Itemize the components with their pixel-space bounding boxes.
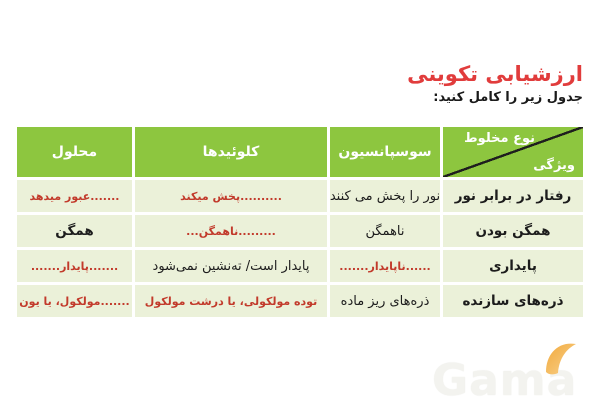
page-subtitle: جدول زیر را کامل کنید: [433, 90, 583, 106]
row-label-stability: پایداری [443, 250, 583, 282]
cell-solution-homogeneity: همگن [17, 215, 132, 247]
cell-suspension-light: نور را پخش می کنند [330, 180, 440, 212]
corner-header-cell: نوع مخلوط ویژگی [443, 127, 583, 177]
gama-watermark: Gama [432, 343, 592, 406]
row-label-light-behavior: رفتار در برابر نور [443, 180, 583, 212]
page-title: ارزشیابی تکوینی [407, 62, 583, 86]
cell-colloid-particles: توده مولکولی، یا درشت مولکول [135, 285, 327, 317]
column-header-colloids: کلوئیدها [135, 127, 327, 177]
cell-solution-particles: .......مولکول، یا یون [17, 285, 132, 317]
cell-colloid-homogeneity: .........ناهمگن... [135, 215, 327, 247]
row-label-homogeneity: همگن بودن [443, 215, 583, 247]
cell-suspension-homogeneity: ناهمگن [330, 215, 440, 247]
cell-colloid-stability: پایدار است/ ته‌نشین نمی‌شود [135, 250, 327, 282]
cell-solution-light: .......عبور میدهد [17, 180, 132, 212]
heading-block: ارزشیابی تکوینی جدول زیر را کامل کنید: [407, 62, 583, 105]
column-header-suspension: سوسپانسیون [330, 127, 440, 177]
cell-suspension-particles: ذره‌های ریز ماده [330, 285, 440, 317]
cell-suspension-stability: ......ناپایدار....... [330, 250, 440, 282]
gama-logo-swoosh-icon [546, 343, 576, 375]
row-label-constituent-particles: ذره‌های سازنده [443, 285, 583, 317]
corner-label-mixture-type: نوع مخلوط [464, 131, 535, 146]
cell-colloid-light: ..........پخش میکند [135, 180, 327, 212]
column-header-solution: محلول [17, 127, 132, 177]
corner-label-property: ویژگی [533, 158, 575, 173]
cell-solution-stability: .......پایدار....... [17, 250, 132, 282]
mixture-comparison-table: نوع مخلوط ویژگی سوسپانسیون کلوئیدها محلو… [17, 127, 583, 317]
